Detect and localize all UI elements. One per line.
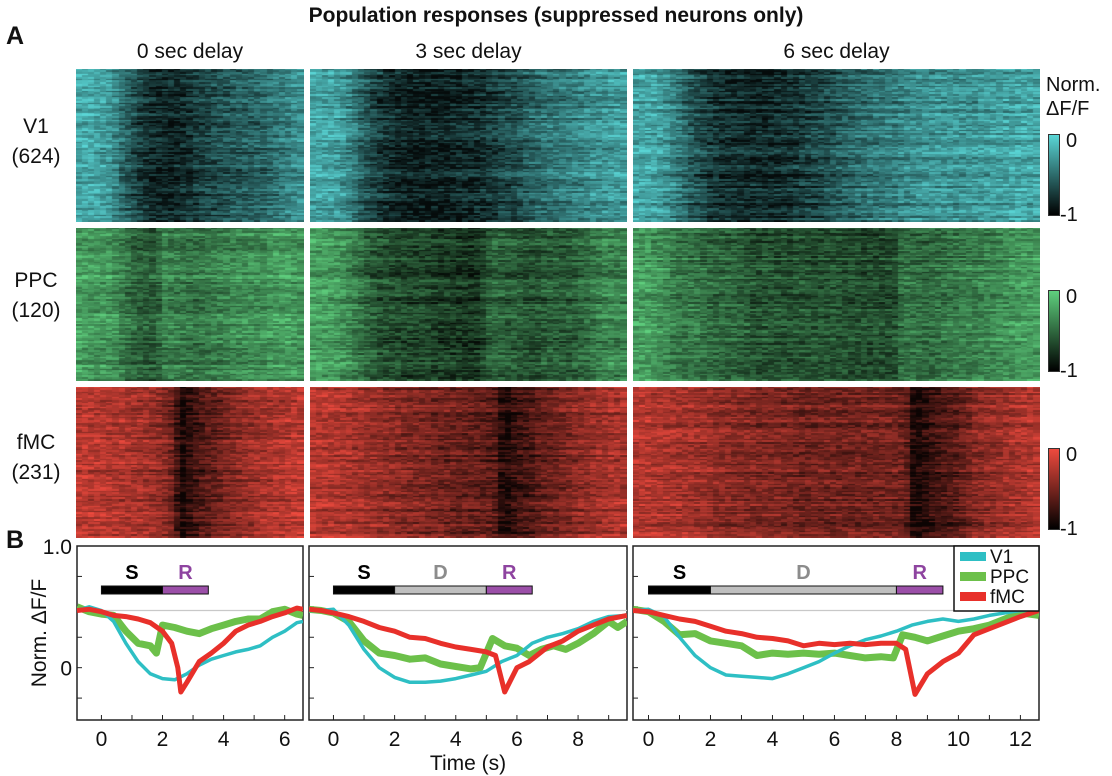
panel-a-label: A bbox=[6, 22, 25, 50]
column-title-0: 0 sec delay bbox=[136, 40, 244, 63]
x-tick-label: 8 bbox=[572, 728, 584, 751]
heatmap-ppc-3s bbox=[310, 228, 627, 381]
row-label-v1: V1 (624) bbox=[4, 112, 68, 172]
heatmap-v1-3s bbox=[310, 69, 627, 222]
y-axis-label: Norm. ΔF/F bbox=[28, 579, 51, 688]
row-area: fMC bbox=[16, 431, 56, 454]
x-tick-label: 4 bbox=[450, 728, 462, 751]
x-tick-label: 10 bbox=[947, 728, 970, 751]
colorbar-v1 bbox=[1048, 134, 1060, 216]
heatmap-fmc-0s bbox=[76, 387, 304, 538]
heatmap-v1-0s bbox=[76, 69, 304, 222]
series-line-fmc bbox=[309, 606, 627, 695]
heatmap-ppc-0s bbox=[76, 228, 304, 381]
colorbar-ppc bbox=[1048, 290, 1060, 372]
epoch-bar-S bbox=[332, 585, 396, 595]
series-line-ppc bbox=[77, 603, 303, 657]
row-count: (624) bbox=[11, 145, 61, 168]
legend-label-fmc: fMC bbox=[990, 587, 1025, 608]
legend-label-v1: V1 bbox=[990, 547, 1013, 568]
x-tick-label: 0 bbox=[643, 728, 655, 751]
heatmap-ppc-6s bbox=[633, 228, 1040, 381]
epoch-bar-R bbox=[485, 585, 533, 595]
x-tick-label: 12 bbox=[1009, 728, 1032, 751]
colorbar-ppc-min: -1 bbox=[1060, 360, 1078, 382]
legend-swatch-ppc bbox=[960, 572, 986, 581]
legend-swatch-fmc bbox=[960, 592, 986, 601]
line-panel-0: 0 2 4 6 S R bbox=[76, 545, 304, 751]
legend-label-ppc: PPC bbox=[990, 567, 1029, 588]
series-line-ppc bbox=[309, 605, 627, 673]
column-title-2: 6 sec delay bbox=[783, 40, 890, 63]
row-label-fmc: fMC (231) bbox=[4, 428, 68, 488]
colorbar-ppc-max: 0 bbox=[1066, 286, 1078, 308]
epoch-label-S: S bbox=[125, 562, 138, 584]
epoch-label-R: R bbox=[178, 562, 193, 584]
figure-title: Population responses (suppressed neurons… bbox=[308, 4, 804, 27]
epoch-bar-D bbox=[709, 585, 897, 595]
column-title-1: 3 sec delay bbox=[415, 40, 522, 63]
epoch-bar-R bbox=[162, 585, 209, 595]
series-line-v1 bbox=[309, 607, 627, 685]
x-tick-label: 0 bbox=[328, 728, 340, 751]
row-count: (120) bbox=[11, 299, 61, 322]
x-tick-label: 6 bbox=[511, 728, 523, 751]
x-axis-label: Time (s) bbox=[430, 752, 506, 775]
x-tick-label: 6 bbox=[829, 728, 841, 751]
epoch-label-S: S bbox=[673, 562, 686, 584]
legend-swatch-v1 bbox=[960, 552, 986, 561]
epoch-bar-D bbox=[394, 585, 487, 595]
x-tick-label: 4 bbox=[767, 728, 779, 751]
row-area: V1 bbox=[23, 115, 49, 138]
colorbar-fmc-max: 0 bbox=[1066, 444, 1078, 466]
colorbar-v1-max: 0 bbox=[1066, 130, 1078, 152]
row-count: (231) bbox=[11, 461, 61, 484]
x-tick-label: 2 bbox=[389, 728, 401, 751]
series-line-ppc bbox=[633, 605, 1039, 662]
colorbar-title-line1: Norm. bbox=[1046, 74, 1101, 96]
y-tick-label: 1.0 bbox=[43, 536, 72, 559]
panel-b-label: B bbox=[6, 526, 25, 554]
epoch-bar-R bbox=[895, 585, 944, 595]
colorbar-title-line2: ΔF/F bbox=[1046, 98, 1090, 120]
y-tick-label: 0 bbox=[60, 658, 72, 681]
row-area: PPC bbox=[14, 269, 58, 292]
epoch-label-S: S bbox=[357, 562, 370, 584]
x-tick-label: 8 bbox=[891, 728, 903, 751]
heatmap-fmc-3s bbox=[310, 387, 627, 538]
x-tick-label: 4 bbox=[218, 728, 230, 751]
x-tick-label: 6 bbox=[279, 728, 291, 751]
epoch-bar-S bbox=[647, 585, 711, 595]
x-tick-label: 2 bbox=[705, 728, 717, 751]
epoch-bar-S bbox=[100, 585, 164, 595]
series-line-fmc bbox=[77, 605, 303, 695]
series-line-v1 bbox=[633, 607, 1039, 681]
line-panel-1: 0 2 4 6 8 S D R bbox=[308, 545, 628, 751]
epoch-label-R: R bbox=[502, 562, 517, 584]
heatmap-fmc-6s bbox=[633, 387, 1040, 538]
series-line-fmc bbox=[633, 608, 1039, 697]
epoch-label-D: D bbox=[433, 562, 447, 584]
heatmap-v1-6s bbox=[633, 69, 1040, 222]
row-label-ppc: PPC (120) bbox=[4, 266, 68, 326]
x-tick-label: 0 bbox=[96, 728, 108, 751]
colorbar-v1-min: -1 bbox=[1060, 204, 1078, 226]
x-tick-label: 2 bbox=[157, 728, 169, 751]
colorbar-fmc-min: -1 bbox=[1060, 518, 1078, 540]
epoch-label-R: R bbox=[912, 562, 927, 584]
colorbar-fmc bbox=[1048, 448, 1060, 530]
epoch-label-D: D bbox=[796, 562, 810, 584]
